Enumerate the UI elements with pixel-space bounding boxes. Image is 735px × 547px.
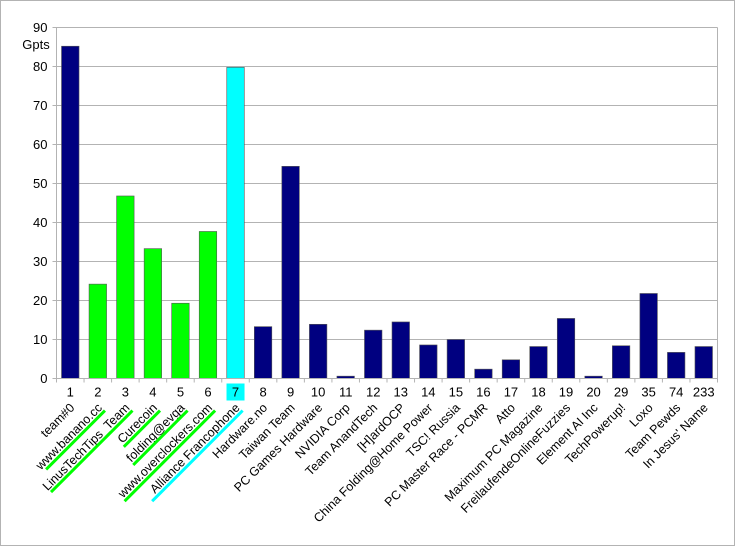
x-tick-label-1: 1 <box>67 385 74 400</box>
y-tick-label-80: 80 <box>33 59 47 74</box>
x-tick-label-3: 3 <box>122 385 129 400</box>
bar-18 <box>529 346 548 379</box>
bar-12 <box>364 329 383 379</box>
x-tick-label-74: 74 <box>669 385 683 400</box>
y-tick-label-40: 40 <box>33 215 47 230</box>
x-tick-label-18: 18 <box>531 385 545 400</box>
bar-4 <box>143 248 162 379</box>
bar-8 <box>254 326 273 379</box>
bar-10 <box>309 323 328 379</box>
y-axis-label: Gpts <box>22 37 50 52</box>
bar-3 <box>116 195 135 379</box>
x-tick-highlight-7 <box>226 383 245 401</box>
bar-233 <box>694 346 713 379</box>
bar-19 <box>556 318 576 379</box>
team-name-underline-6 <box>123 409 217 503</box>
y-tick-label-30: 30 <box>33 254 47 269</box>
bar-1 <box>61 45 80 379</box>
x-tick-label-17: 17 <box>504 385 518 400</box>
x-tick-label-19: 19 <box>559 385 573 400</box>
bar-14 <box>419 344 438 379</box>
bar-7 <box>226 66 245 379</box>
y-tick-label-50: 50 <box>33 176 47 191</box>
x-tick-label-16: 16 <box>476 385 490 400</box>
y-tick-label-20: 20 <box>33 293 47 308</box>
bar-35 <box>639 293 658 379</box>
y-tick-label-70: 70 <box>33 98 47 113</box>
y-tick-label-0: 0 <box>40 371 47 386</box>
x-tick-label-7: 7 <box>232 385 239 400</box>
bar-15 <box>446 339 465 379</box>
x-tick-label-6: 6 <box>204 385 211 400</box>
x-tick-label-35: 35 <box>641 385 655 400</box>
x-tick-label-12: 12 <box>366 385 380 400</box>
x-tick-label-20: 20 <box>586 385 600 400</box>
team-name-underline-5 <box>132 409 189 466</box>
x-tick-label-4: 4 <box>149 385 156 400</box>
x-tick-label-29: 29 <box>614 385 628 400</box>
x-tick-label-11: 11 <box>339 385 353 400</box>
x-tick-label-15: 15 <box>449 385 463 400</box>
y-tick-label-90: 90 <box>33 20 47 35</box>
x-tick-label-2: 2 <box>94 385 101 400</box>
bar-16 <box>474 368 493 379</box>
bar-2 <box>88 283 107 379</box>
bar-29 <box>612 345 631 379</box>
bar-17 <box>501 359 520 379</box>
bar-6 <box>198 231 218 379</box>
x-tick-label-9: 9 <box>287 385 294 400</box>
x-tick-label-8: 8 <box>259 385 266 400</box>
team-name-underline-2 <box>45 409 106 471</box>
bar-13 <box>391 321 410 379</box>
y-tick-label-10: 10 <box>33 332 47 347</box>
team-name-underline-3 <box>49 409 134 494</box>
x-tick-label-14: 14 <box>421 385 435 400</box>
bar-5 <box>171 302 190 379</box>
bar-74 <box>667 352 686 379</box>
team-name-underline-7 <box>151 409 244 503</box>
y-tick-label-60: 60 <box>33 137 47 152</box>
bar-9 <box>281 166 300 379</box>
x-tick-label-13: 13 <box>394 385 408 400</box>
team-name-underline-4 <box>122 409 162 448</box>
x-tick-label-10: 10 <box>311 385 325 400</box>
x-tick-label-233: 233 <box>693 385 715 400</box>
x-tick-label-5: 5 <box>177 385 184 400</box>
